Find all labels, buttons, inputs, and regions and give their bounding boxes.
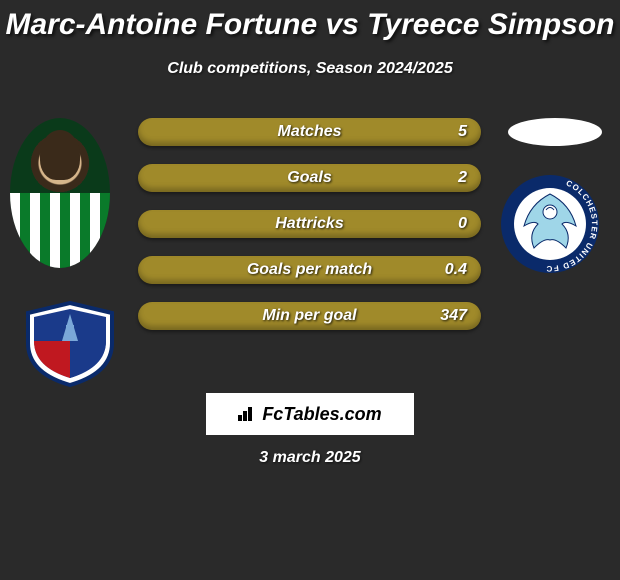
footer-brand-text: FcTables.com	[262, 404, 381, 425]
kit-stripes	[10, 193, 110, 268]
chart-icon	[238, 407, 256, 421]
stat-label: Hattricks	[138, 210, 481, 238]
stat-value: 2	[458, 164, 467, 192]
stat-row-min-per-goal: Min per goal 347	[138, 302, 481, 330]
chesterfield-crest-icon	[20, 301, 120, 387]
stat-row-hattricks: Hattricks 0	[138, 210, 481, 238]
stat-value: 0	[458, 210, 467, 238]
stat-value: 0.4	[445, 256, 467, 284]
stat-label: Matches	[138, 118, 481, 146]
player-head	[40, 130, 80, 180]
stat-label: Min per goal	[138, 302, 481, 330]
page-date: 3 march 2025	[0, 449, 620, 467]
stat-bars: Matches 5 Goals 2 Hattricks 0 Goals per …	[138, 118, 481, 348]
stat-value: 347	[440, 302, 467, 330]
page-subtitle: Club competitions, Season 2024/2025	[0, 60, 620, 78]
stat-label: Goals per match	[138, 256, 481, 284]
stat-value: 5	[458, 118, 467, 146]
colchester-crest-icon: COLCHESTER UNITED FC	[500, 174, 600, 274]
stat-row-goals: Goals 2	[138, 164, 481, 192]
footer-brand-badge: FcTables.com	[206, 393, 414, 435]
stat-row-goals-per-match: Goals per match 0.4	[138, 256, 481, 284]
crest-right: COLCHESTER UNITED FC	[500, 174, 600, 274]
stat-row-matches: Matches 5	[138, 118, 481, 146]
crest-left	[20, 301, 120, 387]
oval-placeholder	[508, 118, 602, 146]
stat-label: Goals	[138, 164, 481, 192]
player-left-photo	[10, 118, 110, 268]
page-title: Marc-Antoine Fortune vs Tyreece Simpson	[0, 0, 620, 42]
